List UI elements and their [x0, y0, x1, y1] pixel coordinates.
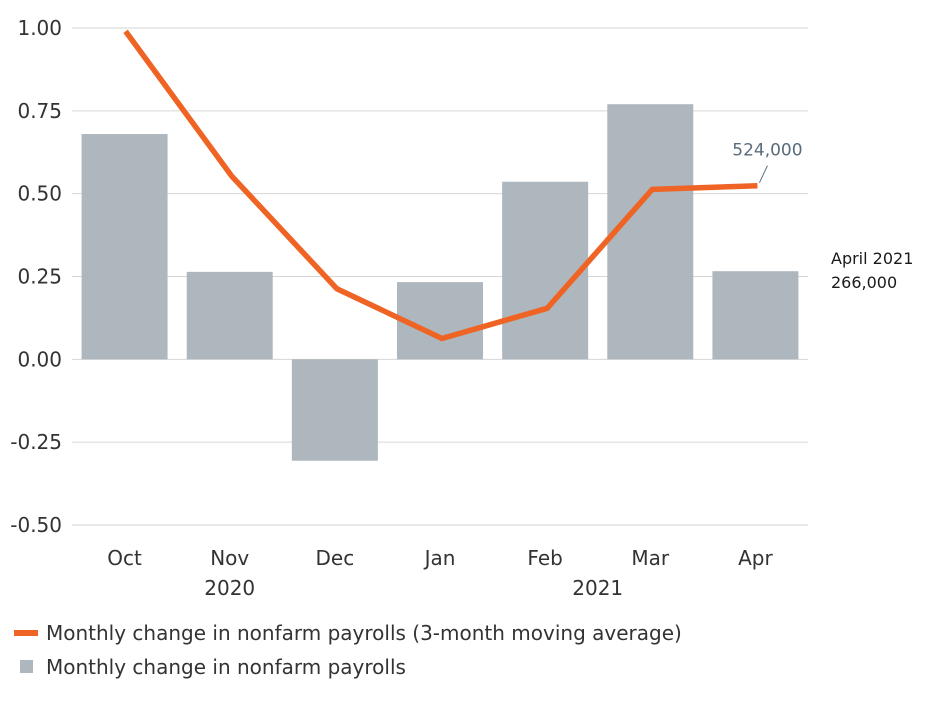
legend-bar-swatch	[20, 660, 33, 673]
bar-apr	[712, 271, 798, 359]
x-tick-label: Jan	[423, 546, 456, 570]
year-label: 2020	[204, 576, 255, 600]
bar-mar	[607, 104, 693, 359]
y-tick-label: 0.50	[17, 182, 62, 206]
bar-nov	[187, 272, 273, 359]
annotation-leader	[759, 166, 767, 183]
legend-bar-label: Monthly change in nonfarm payrolls	[46, 655, 406, 679]
y-tick-label: 0.75	[17, 99, 62, 123]
x-tick-label: Nov	[210, 546, 249, 570]
y-tick-label: 0.25	[17, 265, 62, 289]
legend-line-label: Monthly change in nonfarm payrolls (3-mo…	[46, 621, 682, 645]
y-tick-label: 1.00	[17, 16, 62, 40]
bar-feb	[502, 182, 588, 360]
year-label: 2021	[572, 576, 623, 600]
side-note-value: 266,000	[831, 273, 897, 292]
bar-series	[82, 104, 799, 461]
y-tick-label: -0.50	[10, 513, 62, 537]
annotation-label: 524,000	[732, 141, 802, 161]
bar-oct	[82, 134, 168, 359]
x-tick-label: Feb	[527, 546, 562, 570]
legend: Monthly change in nonfarm payrolls (3-mo…	[14, 621, 682, 679]
side-note-date: April 2021	[831, 249, 913, 268]
x-axis: Oct Nov Dec Jan Feb Mar Apr 2020 2021	[107, 546, 773, 600]
gridlines	[72, 28, 808, 525]
y-tick-label: 0.00	[17, 347, 62, 371]
y-axis: 1.00 0.75 0.50 0.25 0.00 -0.25 -0.50	[10, 16, 62, 537]
y-tick-label: -0.25	[10, 430, 62, 454]
x-tick-label: Dec	[316, 546, 355, 570]
bar-dec	[292, 359, 378, 460]
x-tick-label: Apr	[738, 546, 773, 570]
x-tick-label: Mar	[631, 546, 670, 570]
x-tick-label: Oct	[107, 546, 142, 570]
annotations: 524,000 April 2021 266,000	[732, 141, 913, 292]
